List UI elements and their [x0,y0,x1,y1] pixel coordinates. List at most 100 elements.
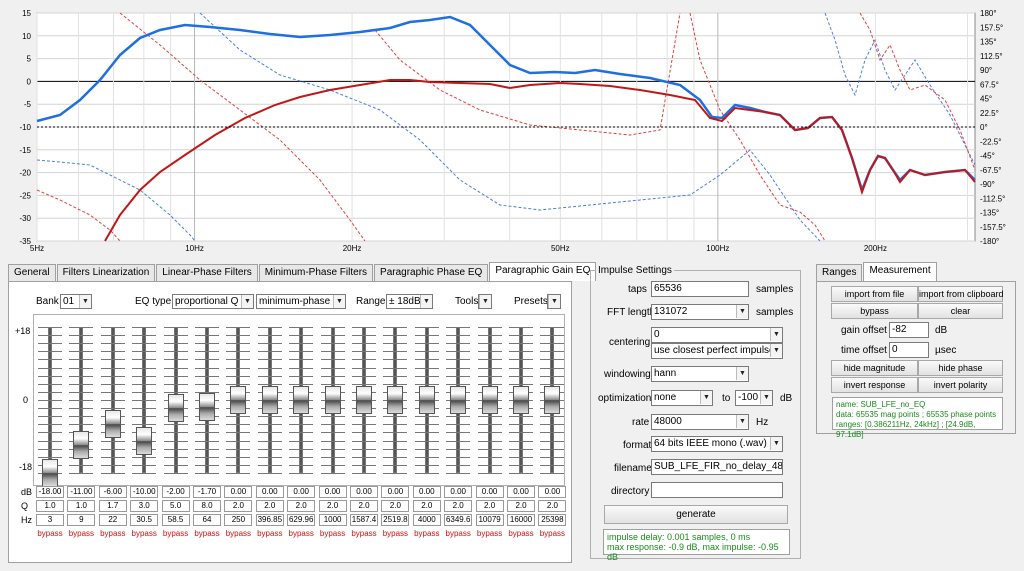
band-frequency-field[interactable]: 58.5 [161,514,190,526]
filename-input[interactable]: SUB_LFE_FIR_no_delay_48k [651,459,783,475]
band-gain-field[interactable]: 0.00 [507,486,535,498]
generate-button[interactable]: generate [604,505,788,524]
band-frequency-field[interactable]: 629.96 [287,514,316,526]
bypass-button[interactable]: bypass [831,303,918,319]
invert-response-button[interactable]: invert response [831,377,918,393]
fader-thumb[interactable] [199,392,215,421]
bank-select[interactable]: 01 ▼ [60,294,92,309]
band-bypass-toggle[interactable]: bypass [257,529,283,538]
band-bypass-toggle[interactable]: bypass [382,529,409,538]
band-gain-field[interactable]: -1.70 [193,486,221,498]
phase-mode-select[interactable]: minimum-phase ▼ [256,294,346,309]
band-bypass-toggle[interactable]: bypass [319,529,346,538]
band-frequency-field[interactable]: 1000 [318,514,347,526]
fader-thumb[interactable] [73,430,90,459]
tab-measurement[interactable]: Measurement [863,262,937,281]
frequency-response-chart[interactable]: 15 10 5 0 -5 -10 -15 -20 -25 -30 -35 180° 157.5° 135… [0,0,1024,262]
band-bypass-toggle[interactable]: bypass [414,529,440,538]
band-frequency-field[interactable]: 10079 [475,514,504,526]
band-frequency-field[interactable]: 64 [193,514,221,526]
fader-thumb[interactable] [261,386,278,414]
optimization-select[interactable]: none ▼ [651,390,713,406]
fader-thumb[interactable] [230,386,247,414]
band-q-field[interactable]: 2.0 [287,500,316,512]
band-frequency-field[interactable]: 9 [67,514,96,526]
fader-thumb[interactable] [450,386,467,414]
band-q-field[interactable]: 2.0 [444,500,473,512]
tools-menu-button[interactable]: ▼ [478,294,492,309]
fader-thumb[interactable] [356,386,372,414]
band-bypass-toggle[interactable]: bypass [68,529,95,538]
fader-thumb[interactable] [136,426,153,455]
band-frequency-field[interactable]: 25398 [538,514,567,526]
band-q-field[interactable]: 1.0 [36,500,64,512]
band-bypass-toggle[interactable]: bypass [508,529,534,538]
band-q-field[interactable]: 2.0 [507,500,535,512]
band-q-field[interactable]: 1.0 [67,500,96,512]
band-q-field[interactable]: 2.0 [412,500,441,512]
band-bypass-toggle[interactable]: bypass [539,529,566,538]
band-frequency-field[interactable]: 22 [98,514,127,526]
format-select[interactable]: 64 bits IEEE mono (.wav) ▼ [651,436,783,452]
band-q-field[interactable]: 8.0 [193,500,221,512]
band-bypass-toggle[interactable]: bypass [445,529,471,538]
band-gain-field[interactable]: -2.00 [161,486,190,498]
band-q-field[interactable]: 2.0 [381,500,410,512]
band-bypass-toggle[interactable]: bypass [37,529,63,538]
band-gain-field[interactable]: 0.00 [412,486,441,498]
band-frequency-field[interactable]: 6349.6 [444,514,473,526]
band-frequency-field[interactable]: 16000 [507,514,535,526]
band-gain-field[interactable]: -11.00 [67,486,96,498]
band-frequency-field[interactable]: 30.5 [130,514,159,526]
centering-mode-select[interactable]: use closest perfect impulse ▼ [651,343,783,359]
band-frequency-field[interactable]: 250 [224,514,253,526]
fader-thumb[interactable] [387,386,404,414]
rate-select[interactable]: 48000 ▼ [651,414,749,430]
band-gain-field[interactable]: 0.00 [350,486,378,498]
band-q-field[interactable]: 5.0 [161,500,190,512]
fader-thumb[interactable] [293,386,310,414]
tab-general[interactable]: General [8,264,56,281]
fader-thumb[interactable] [544,386,561,414]
fader-thumb[interactable] [418,386,435,414]
band-gain-field[interactable]: 0.00 [287,486,316,498]
tab-ranges[interactable]: Ranges [816,264,863,281]
tab-filters-linearization[interactable]: Filters Linearization [56,264,156,281]
band-gain-field[interactable]: -18.00 [36,486,64,498]
band-gain-field[interactable]: 0.00 [444,486,473,498]
band-bypass-toggle[interactable]: bypass [225,529,252,538]
tab-minimum-phase-filters[interactable]: Minimum-Phase Filters [258,264,374,281]
tab-paragraphic-gain-eq[interactable]: Paragraphic Gain EQ [489,262,597,281]
band-q-field[interactable]: 2.0 [538,500,567,512]
band-gain-field[interactable]: 0.00 [255,486,284,498]
band-bypass-toggle[interactable]: bypass [351,529,377,538]
taps-input[interactable]: 65536 [651,281,749,297]
fader-thumb[interactable] [324,386,341,414]
band-q-field[interactable]: 3.0 [130,500,159,512]
time-offset-input[interactable]: 0 [889,342,929,358]
import-from-clipboard-button[interactable]: import from clipboard [918,286,1004,302]
band-gain-field[interactable]: -6.00 [98,486,127,498]
fader-thumb[interactable] [104,410,121,439]
band-frequency-field[interactable]: 4000 [412,514,441,526]
fader-thumb[interactable] [481,386,498,414]
hide-phase-button[interactable]: hide phase [918,360,1003,376]
fader-thumb[interactable] [42,459,58,487]
centering-select[interactable]: 0 ▼ [651,327,783,343]
band-q-field[interactable]: 1.7 [98,500,127,512]
fader-thumb[interactable] [167,394,184,423]
optimization-target-select[interactable]: -100 ▼ [735,390,773,406]
tab-paragraphic-phase-eq[interactable]: Paragraphic Phase EQ [374,264,489,281]
band-q-field[interactable]: 2.0 [224,500,253,512]
tab-linear-phase-filters[interactable]: Linear-Phase Filters [156,264,258,281]
band-bypass-toggle[interactable]: bypass [288,529,314,538]
import-from-file-button[interactable]: import from file [831,286,918,302]
band-gain-field[interactable]: 0.00 [318,486,347,498]
band-frequency-field[interactable]: 2519.8 [381,514,410,526]
band-gain-field[interactable]: 0.00 [381,486,410,498]
band-frequency-field[interactable]: 396.85 [255,514,284,526]
band-gain-field[interactable]: 0.00 [538,486,567,498]
band-bypass-toggle[interactable]: bypass [194,529,220,538]
band-q-field[interactable]: 2.0 [475,500,504,512]
band-bypass-toggle[interactable]: bypass [100,529,126,538]
